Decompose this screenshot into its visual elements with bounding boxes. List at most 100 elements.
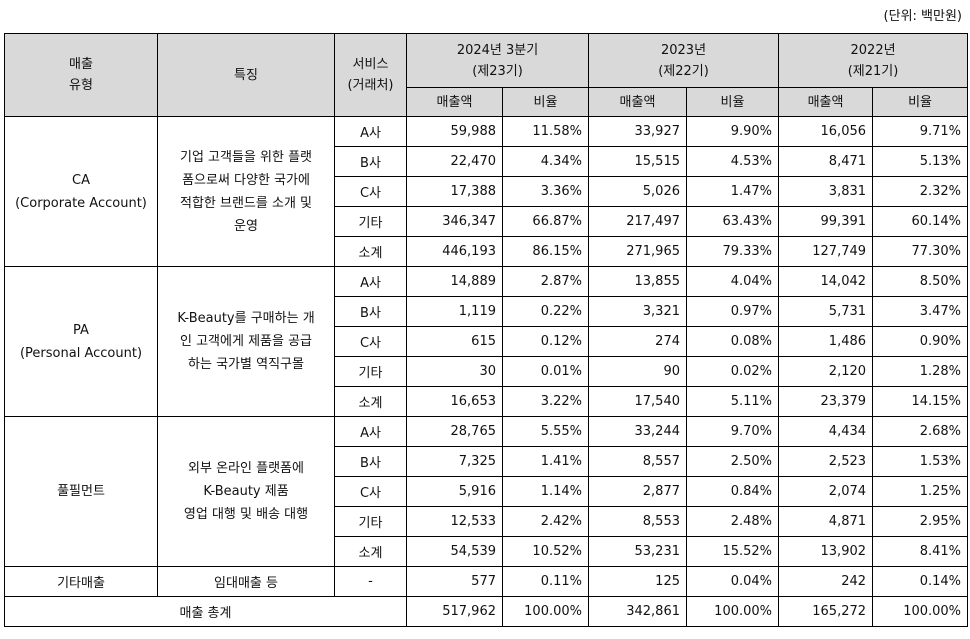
ratio-cell: 9.70% [685,416,780,447]
ratio-cell: 2.95% [872,506,969,537]
revenue-type-cell: PA (Personal Account) [4,266,158,417]
feature-cell: 외부 온라인 플랫폼에 K-Beauty 제품 영업 대행 및 배송 대행 [157,416,335,567]
service-cell: B사 [334,446,407,477]
ratio-cell: 0.02% [685,356,780,387]
header-sales: 매출액 [778,87,874,117]
sales-cell: 12,533 [406,506,503,537]
sales-cell: 23,379 [778,386,874,417]
table-row: 소계 54,539 10.52% 53,231 15.52% 13,902 8.41% [5,536,969,567]
sales-cell: 1,486 [778,326,874,357]
sales-cell: 8,557 [588,446,687,477]
sales-cell: 2,074 [778,476,874,507]
header-ratio: 비율 [872,87,969,117]
ratio-cell: 8.41% [872,536,969,567]
header-ratio: 비율 [502,87,589,117]
sales-cell: 3,831 [778,176,874,207]
ratio-cell: 3.22% [502,386,589,417]
sales-cell: 30 [406,356,503,387]
sales-cell: 125 [588,566,687,597]
ratio-cell: 0.11% [502,566,589,597]
ratio-cell: 5.13% [872,146,969,177]
sales-cell: 577 [406,566,503,597]
header-sales: 매출액 [406,87,503,117]
table-row: 기타 12,533 2.42% 8,553 2.48% 4,871 2.95% [5,506,969,537]
ratio-cell: 0.22% [502,296,589,327]
ratio-cell: 1.28% [872,356,969,387]
ratio-cell: 14.15% [872,386,969,417]
sales-cell: 5,916 [406,476,503,507]
sales-cell: 54,539 [406,536,503,567]
ratio-cell: 100.00% [872,596,969,627]
sales-cell: 17,540 [588,386,687,417]
table-row: 기타 30 0.01% 90 0.02% 2,120 1.28% [5,356,969,387]
sales-cell: 4,871 [778,506,874,537]
sales-cell: 346,347 [406,206,503,237]
ratio-cell: 77.30% [872,236,969,267]
ratio-cell: 15.52% [685,536,780,567]
revenue-type-cell: 기타매출 [4,566,158,597]
revenue-table: 매출 유형 특징 서비스 (거래처) 2024년 3분기 (제23기) 2023… [4,33,969,627]
sales-cell: 14,042 [778,266,874,297]
ratio-cell: 0.04% [685,566,780,597]
ratio-cell: 1.14% [502,476,589,507]
ratio-cell: 3.36% [502,176,589,207]
table-row: 소계 16,653 3.22% 17,540 5.11% 23,379 14.15% [5,386,969,417]
sales-cell: 59,988 [406,116,503,147]
ratio-cell: 0.08% [685,326,780,357]
table-row: B사 7,325 1.41% 8,557 2.50% 2,523 1.53% [5,446,969,477]
sales-cell: 127,749 [778,236,874,267]
header-period-2022: 2022년 (제21기) [778,33,969,88]
ratio-cell: 10.52% [502,536,589,567]
header-feature: 특징 [157,33,335,117]
service-cell: A사 [334,266,407,297]
service-cell: C사 [334,476,407,507]
ratio-cell: 0.97% [685,296,780,327]
ratio-cell: 9.90% [685,116,780,147]
ratio-cell: 0.90% [872,326,969,357]
sales-cell: 16,653 [406,386,503,417]
table-row-other-revenue: 기타매출 임대매출 등 -577 0.11% 125 0.04% 242 0.14% [4,566,969,597]
service-cell: A사 [334,116,407,147]
service-cell: 소계 [334,536,407,567]
table-row: 기타 346,347 66.87% 217,497 63.43% 99,391 60.14% [5,206,969,237]
sales-cell: 271,965 [588,236,687,267]
sales-cell: 33,244 [588,416,687,447]
table-row: B사 1,119 0.22% 3,321 0.97% 5,731 3.47% [5,296,969,327]
ratio-cell: 79.33% [685,236,780,267]
sales-cell: 615 [406,326,503,357]
service-cell: 기타 [334,356,407,387]
header-sales: 매출액 [588,87,687,117]
ratio-cell: 66.87% [502,206,589,237]
sales-cell: 274 [588,326,687,357]
header-period-2024q3: 2024년 3분기 (제23기) [406,33,589,88]
ratio-cell: 2.48% [685,506,780,537]
sales-cell: 3,321 [588,296,687,327]
table-row: B사 22,470 4.34% 15,515 4.53% 8,471 5.13% [5,146,969,177]
sales-cell: 15,515 [588,146,687,177]
ratio-cell: 4.04% [685,266,780,297]
sales-cell: 53,231 [588,536,687,567]
sales-cell: 1,119 [406,296,503,327]
ratio-cell: 0.14% [872,566,969,597]
sales-cell: 99,391 [778,206,874,237]
sales-cell: 16,056 [778,116,874,147]
ratio-cell: 0.12% [502,326,589,357]
ratio-cell: 1.25% [872,476,969,507]
sales-cell: 2,523 [778,446,874,477]
ratio-cell: 86.15% [502,236,589,267]
header-revenue-type: 매출 유형 [4,33,158,117]
sales-cell: 5,026 [588,176,687,207]
table-row: C사 5,916 1.14% 2,877 0.84% 2,074 1.25% [5,476,969,507]
sales-cell: 8,553 [588,506,687,537]
header-service: 서비스 (거래처) [334,33,407,117]
ratio-cell: 1.53% [872,446,969,477]
sales-cell: 446,193 [406,236,503,267]
service-cell: B사 [334,146,407,177]
sales-cell: 33,927 [588,116,687,147]
feature-cell: 기업 고객들을 위한 플랫 폼으로써 다양한 국가에 적합한 브랜드를 소개 및 운영 [157,116,335,267]
ratio-cell: 8.50% [872,266,969,297]
sales-cell: 8,471 [778,146,874,177]
ratio-cell: 0.01% [502,356,589,387]
